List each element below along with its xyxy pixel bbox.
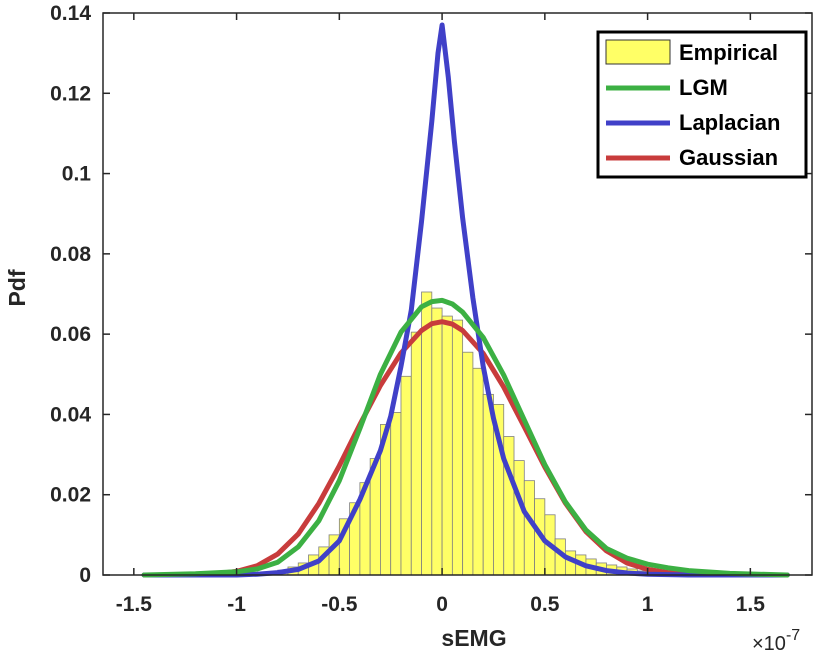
- y-tick-label: 0.04: [50, 403, 91, 426]
- y-tick-label: 0.12: [50, 82, 91, 105]
- histogram-bar: [421, 291, 433, 576]
- legend-label-gaussian: Gaussian: [679, 145, 778, 170]
- x-tick-label: 0.5: [530, 593, 560, 616]
- x-exponent-power: -7: [786, 627, 800, 644]
- y-tick-label: 0.08: [50, 243, 91, 266]
- histogram-bar: [390, 412, 402, 576]
- x-tick-label: 1: [642, 593, 654, 616]
- x-tick-label: 0: [436, 593, 448, 616]
- y-tick-label: 0.06: [50, 323, 91, 346]
- x-tick-label: 1.5: [736, 593, 766, 616]
- x-exponent-base: ×10: [752, 633, 786, 655]
- y-tick-label: 0: [79, 564, 91, 587]
- series-line-gaussian: [141, 319, 790, 578]
- histogram-bar: [400, 375, 412, 576]
- x-exponent-multiplier: ×10-7: [752, 627, 800, 655]
- legend: Empirical LGM Laplacian Gaussian: [596, 30, 808, 179]
- histogram-bar: [513, 460, 525, 576]
- histogram-bar: [431, 307, 443, 576]
- histogram-bar: [441, 315, 453, 576]
- histogram-bar: [410, 331, 422, 576]
- series-line-laplacian: [141, 22, 790, 578]
- x-axis-title: sEMG: [441, 625, 506, 651]
- axes-box: [102, 12, 813, 576]
- series-line-lgm: [141, 297, 790, 578]
- histogram-bar: [462, 351, 474, 576]
- y-axis-title: Pdf: [4, 269, 30, 306]
- legend-label-lgm: LGM: [679, 75, 728, 100]
- x-tick-label: -1: [227, 593, 246, 616]
- y-tick-label: 0.14: [50, 2, 91, 25]
- x-tick-label: -1.5: [116, 593, 153, 616]
- density-curves: [141, 22, 790, 578]
- y-tick-label: 0.1: [62, 163, 92, 186]
- histogram-bar: [472, 367, 484, 576]
- y-tick-label: 0.02: [50, 484, 91, 507]
- legend-label-empirical: Empirical: [679, 40, 778, 65]
- axes: [102, 12, 813, 576]
- histogram-bar: [451, 319, 464, 576]
- tick-labels: -1.5 -1 -0.5 0 0.5 1 1.5 0 0.02 0.04 0.06 0.08 0.1 0.…: [50, 2, 765, 616]
- legend-swatch-empirical: [605, 39, 671, 65]
- legend-label-laplacian: Laplacian: [679, 110, 780, 135]
- x-tick-label: -0.5: [321, 593, 358, 616]
